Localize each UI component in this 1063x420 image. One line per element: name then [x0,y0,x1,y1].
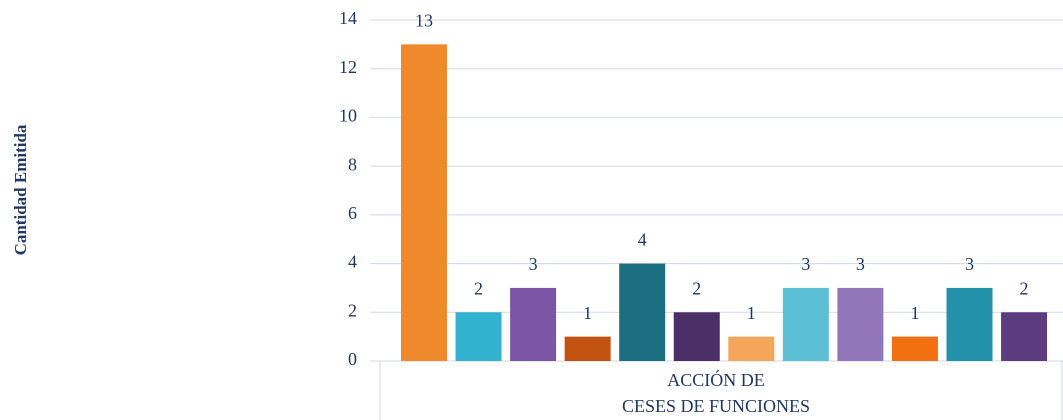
y-tick-label: 8 [348,154,357,174]
y-tick-label: 2 [348,300,357,320]
data-label: 3 [801,254,810,274]
data-label: 2 [1020,278,1029,298]
data-label: 1 [583,303,592,323]
bar [401,44,447,361]
bar [1001,312,1048,361]
data-label: 13 [415,10,433,30]
data-label: 2 [474,278,483,298]
bar [946,287,993,361]
bar [619,263,666,361]
data-label: 1 [747,303,756,323]
bar [455,312,502,361]
bar [673,312,720,361]
data-label: 1 [910,303,919,323]
bar [891,336,938,361]
bar [564,336,611,361]
y-tick-label: 0 [348,349,357,369]
bar [728,336,775,361]
y-tick-label: 6 [348,203,357,223]
y-tick-label: 12 [339,57,357,77]
bar [837,287,884,361]
bar [782,287,829,361]
y-tick-label: 4 [348,252,357,272]
data-label: 3 [529,254,538,274]
data-label: 3 [965,254,974,274]
y-tick-label: 14 [339,8,357,28]
bar [510,287,557,361]
y-tick-label: 10 [339,106,357,126]
data-label: 4 [638,230,647,250]
data-label: 3 [856,254,865,274]
x-tick-label: ACCIÓN DE CESES DE FUNCIONES [622,369,810,416]
y-axis-label: Cantidad Emitida [11,124,30,255]
data-label: 2 [692,278,701,298]
